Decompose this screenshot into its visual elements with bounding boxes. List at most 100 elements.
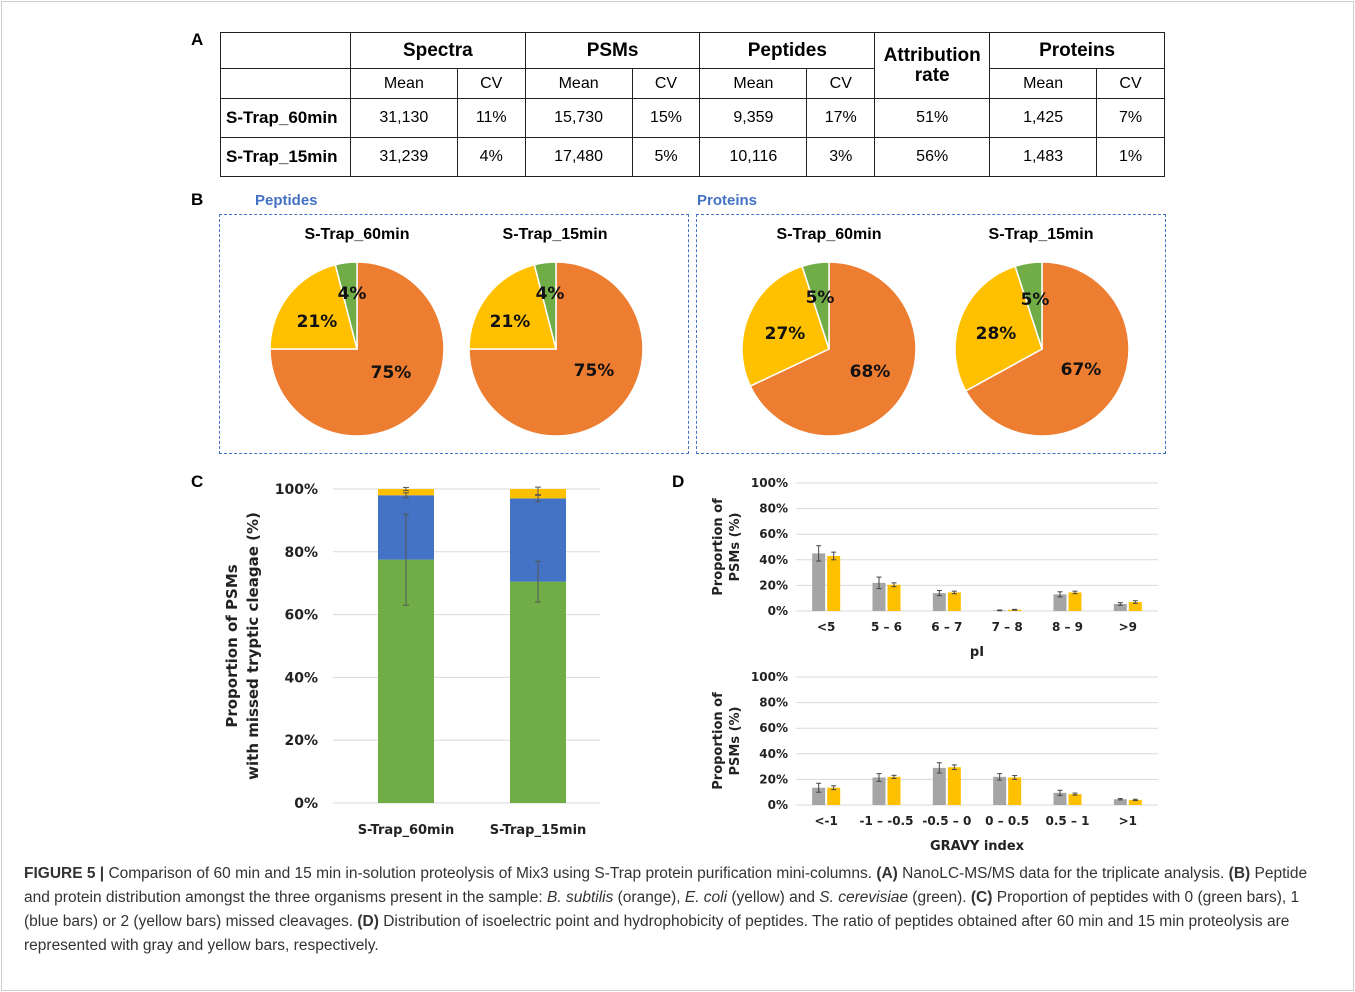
y-tick-label: 100% bbox=[275, 482, 318, 498]
x-tick-label: 5 – 6 bbox=[871, 620, 902, 634]
pie-slice bbox=[741, 265, 830, 388]
table-corner bbox=[220, 32, 351, 69]
row-label: S-Trap_60min bbox=[220, 98, 351, 138]
table-cell: 1% bbox=[1096, 137, 1165, 177]
bar bbox=[827, 787, 841, 805]
pie-slice-label: 4% bbox=[536, 284, 565, 304]
header-proteins: Proteins bbox=[989, 32, 1165, 69]
subheader: CV bbox=[1096, 68, 1165, 99]
table-cell: 51% bbox=[874, 98, 991, 138]
table-cell: 4% bbox=[456, 137, 526, 177]
caption-text-b3: (yellow) and bbox=[727, 889, 820, 906]
subheader: Mean bbox=[699, 68, 808, 99]
caption-tag-d: (D) bbox=[357, 913, 379, 930]
pie-slice-label: 28% bbox=[976, 324, 1017, 344]
y-tick-label: 20% bbox=[284, 733, 318, 749]
pie-slice bbox=[1014, 261, 1043, 350]
panel-label-c: C bbox=[191, 472, 204, 491]
x-tick-label: 7 – 8 bbox=[992, 620, 1023, 634]
y-tick-label: 20% bbox=[759, 772, 788, 786]
pie-slice-label: 27% bbox=[765, 324, 806, 344]
panel-label-d: D bbox=[672, 472, 685, 491]
panel-label-b: B bbox=[191, 190, 204, 209]
bar bbox=[947, 592, 961, 611]
table-cell: 56% bbox=[874, 137, 991, 177]
x-tick-label: S-Trap_60min bbox=[358, 823, 455, 838]
table-cell: 5% bbox=[631, 137, 701, 177]
caption-tag-a: (A) bbox=[876, 865, 898, 882]
pie-slice bbox=[468, 261, 644, 437]
bar-segment bbox=[378, 489, 434, 496]
bar bbox=[947, 767, 961, 805]
pie-slice-label: 4% bbox=[338, 284, 367, 304]
y-axis-label-line: PSMs (%) bbox=[728, 513, 743, 582]
caption-text-b2: (orange), bbox=[613, 889, 685, 906]
pie-title: S-Trap_60min bbox=[304, 226, 410, 243]
bar bbox=[1113, 799, 1127, 805]
pi-distribution-chart: 0% 20% 40% 60% 80% 100% <5 5 – 6 6 – 7 7 – 8 8 – 9… bbox=[711, 476, 1158, 660]
caption-lead: FIGURE 5 | bbox=[24, 865, 105, 882]
bar bbox=[1068, 592, 1082, 611]
y-tick-label: 100% bbox=[751, 476, 788, 490]
y-axis-label: Proportion of PSMs (%) bbox=[711, 498, 743, 596]
figure-caption: FIGURE 5 | Comparison of 60 min and 15 m… bbox=[24, 862, 1324, 958]
caption-text-b1: Peptide and protein distribution amongst… bbox=[24, 865, 1308, 906]
caption-text-d: Distribution of isoelectric point and hy… bbox=[24, 913, 1290, 954]
row-label: S-Trap_15min bbox=[220, 137, 351, 177]
bar bbox=[1053, 594, 1067, 611]
pie-slice-label: 21% bbox=[297, 312, 338, 332]
y-tick-label: 40% bbox=[759, 553, 788, 567]
bar bbox=[887, 776, 901, 805]
bar bbox=[1053, 792, 1067, 805]
group-title-proteins: Proteins bbox=[697, 192, 758, 209]
subheader: CV bbox=[806, 68, 876, 99]
pie-slice bbox=[964, 261, 1130, 437]
pie-slice bbox=[954, 265, 1043, 392]
x-tick-label: -1 – -0.5 bbox=[860, 814, 914, 828]
pie-slice-label: 75% bbox=[371, 363, 412, 383]
pie-slice bbox=[468, 263, 557, 350]
pie-slice-label: 67% bbox=[1061, 360, 1102, 380]
header-attribution-rate: Attribution rate bbox=[874, 32, 991, 99]
y-axis-label-line: Proportion of bbox=[711, 692, 726, 790]
x-axis-label: GRAVY index bbox=[930, 839, 1025, 854]
table-cell: 10,116 bbox=[699, 137, 808, 177]
table-cell: 7% bbox=[1096, 98, 1165, 138]
x-tick-label: 0.5 – 1 bbox=[1046, 814, 1090, 828]
pie-title: S-Trap_15min bbox=[502, 226, 608, 243]
y-tick-label: 0% bbox=[768, 798, 788, 812]
y-axis-label-line: Proportion of PSMs bbox=[223, 564, 241, 727]
pie-slice bbox=[533, 261, 557, 350]
bar bbox=[1113, 603, 1127, 611]
bar bbox=[812, 553, 826, 611]
y-tick-label: 60% bbox=[284, 608, 318, 624]
table-row: S-Trap_15min 31,239 4% 17,480 5% 10,116 … bbox=[220, 137, 1165, 177]
bar bbox=[887, 584, 901, 611]
y-tick-label: 100% bbox=[751, 670, 788, 684]
caption-tag-b: (B) bbox=[1228, 865, 1251, 882]
y-tick-label: 0% bbox=[768, 604, 788, 618]
proteins-pie-group bbox=[696, 214, 1166, 454]
bar bbox=[1068, 794, 1082, 805]
bar bbox=[1008, 777, 1022, 805]
bar bbox=[1128, 602, 1142, 611]
x-tick-label: >9 bbox=[1119, 620, 1137, 634]
y-axis-label-line: with missed tryptic cleagae (%) bbox=[244, 512, 262, 780]
bar-segment bbox=[510, 581, 566, 803]
pie-slice-label: 75% bbox=[574, 361, 615, 381]
x-tick-label: <5 bbox=[817, 620, 835, 634]
table-cell: 9,359 bbox=[699, 98, 808, 138]
pie-slice bbox=[801, 261, 830, 350]
x-tick-label: -0.5 – 0 bbox=[922, 814, 971, 828]
y-tick-label: 40% bbox=[759, 747, 788, 761]
x-tick-label: 0 – 0.5 bbox=[985, 814, 1029, 828]
y-axis-label-line: Proportion of bbox=[711, 498, 726, 596]
y-tick-label: 80% bbox=[759, 502, 788, 516]
pie-slice-label: 5% bbox=[806, 288, 835, 308]
pie-slice bbox=[334, 261, 358, 350]
group-title-peptides: Peptides bbox=[255, 192, 318, 209]
caption-text-c: Proportion of peptides with 0 (green bar… bbox=[24, 889, 1300, 930]
caption-text-b4: (green). bbox=[908, 889, 971, 906]
table-cell: 11% bbox=[456, 98, 526, 138]
caption-text-a: NanoLC-MS/MS data for the triplicate ana… bbox=[897, 865, 1229, 882]
